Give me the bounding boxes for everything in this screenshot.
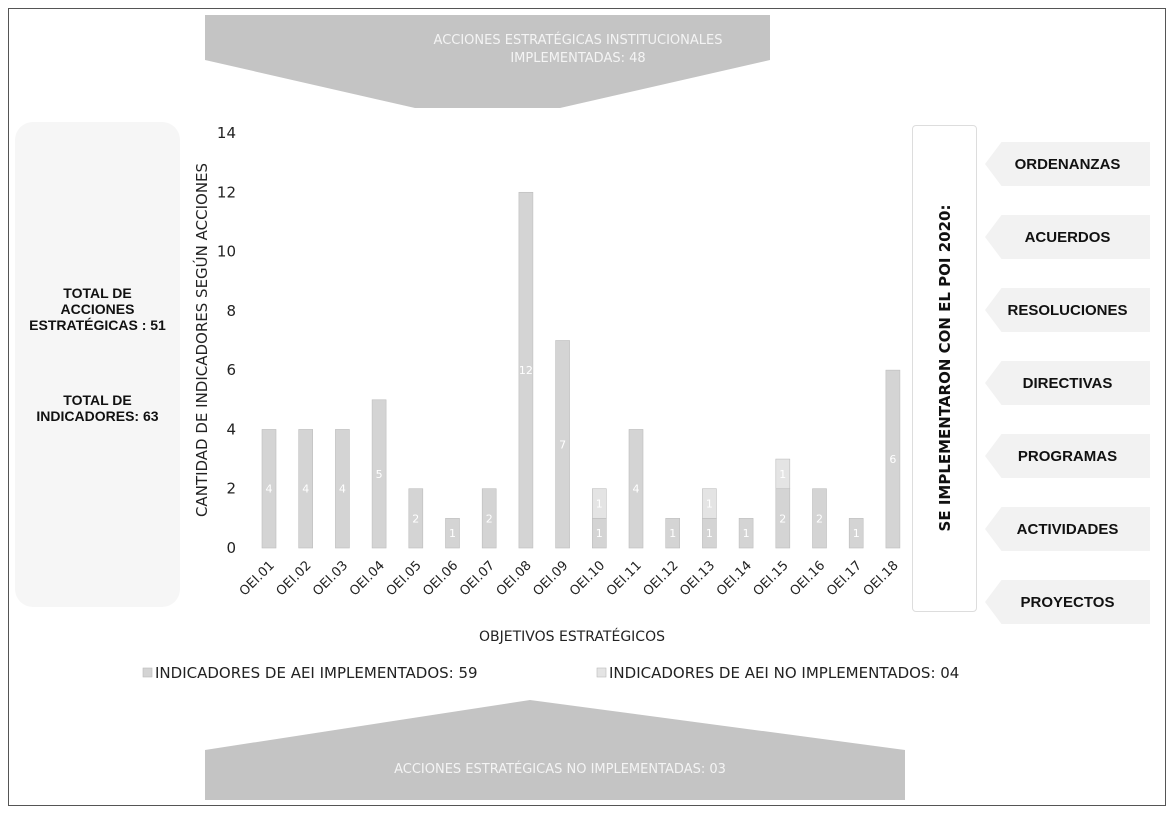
data-label: 2: [486, 512, 493, 525]
right-title-box: [912, 125, 977, 612]
data-label: 1: [449, 527, 456, 540]
x-tick-label: OEI.10: [567, 558, 608, 599]
x-tick-label: OEI.17: [824, 558, 865, 599]
x-tick-label: OEI.04: [347, 558, 388, 599]
y-tick-label: 2: [226, 480, 236, 498]
bar: [848, 518, 864, 549]
data-label: 4: [266, 483, 273, 496]
right-item: DIRECTIVAS: [985, 361, 1150, 405]
legend-label: INDICADORES DE AEI IMPLEMENTADOS: 59: [155, 664, 478, 682]
y-tick-label: 8: [226, 302, 236, 320]
bar: [591, 488, 607, 519]
x-tick-label: OEI.03: [310, 558, 351, 599]
data-label: 1: [853, 527, 860, 540]
x-tick-label: OEI.09: [530, 558, 571, 599]
data-label: 1: [743, 527, 750, 540]
x-tick-label: OEI.14: [714, 558, 755, 599]
bar: [628, 429, 644, 549]
legend-swatch: [142, 667, 153, 678]
right-item: ACTIVIDADES: [985, 507, 1150, 551]
y-tick-label: 6: [226, 361, 236, 379]
y-tick-label: 12: [217, 183, 236, 201]
x-tick-label: OEI.01: [237, 558, 278, 599]
top-banner-text: ACCIONES ESTRATÉGICAS INSTITUCIONALES IMP…: [434, 32, 723, 66]
bar: [665, 518, 681, 549]
legend-label: INDICADORES DE AEI NO IMPLEMENTADOS: 04: [609, 664, 959, 682]
data-label: 1: [779, 468, 786, 481]
banner-line: ACCIONES ESTRATÉGICAS INSTITUCIONALES: [434, 32, 723, 48]
bar: [408, 488, 424, 549]
frame: [8, 8, 1166, 806]
data-label: 1: [596, 527, 603, 540]
bar: [445, 518, 460, 549]
x-tick-label: OEI.18: [861, 558, 902, 599]
right-item: RESOLUCIONES: [985, 288, 1150, 332]
bar: [518, 191, 534, 549]
right-title: SE IMPLEMENTARON CON EL POI 2020:: [936, 205, 954, 532]
y-axis-title: CANTIDAD DE INDICADORES SEGÚN ACCIONES: [192, 163, 211, 517]
data-label: 1: [706, 527, 713, 540]
x-tick-label: OEI.11: [604, 558, 645, 599]
bar: [261, 429, 277, 549]
bottom-banner-text: ACCIONES ESTRATÉGICAS NO IMPLEMENTADAS: …: [394, 761, 726, 777]
total-actions: TOTAL DE ACCIONES ESTRATÉGICAS : 51: [29, 285, 166, 333]
data-label: 12: [519, 364, 533, 377]
bar: [812, 488, 827, 549]
bar: [371, 399, 387, 549]
data-label: 5: [376, 468, 383, 481]
left-panel: [15, 122, 180, 607]
data-label: 4: [339, 483, 346, 496]
x-tick-label: OEI.05: [384, 558, 425, 599]
right-item: PROYECTOS: [985, 580, 1150, 624]
legend-swatch: [596, 667, 607, 678]
data-label: 4: [633, 483, 640, 496]
data-label: 6: [889, 453, 896, 466]
bar: [775, 458, 791, 490]
bar: [298, 429, 314, 549]
right-item: ACUERDOS: [985, 215, 1150, 259]
right-item: PROGRAMAS: [985, 434, 1150, 478]
bar: [885, 369, 901, 549]
y-tick-label: 14: [217, 124, 236, 142]
x-tick-label: OEI.13: [677, 558, 718, 599]
bar: [555, 340, 570, 549]
bar: [335, 429, 350, 549]
data-label: 1: [596, 498, 603, 511]
x-tick-label: OEI.06: [420, 558, 461, 599]
data-label: 2: [412, 512, 419, 525]
x-tick-label: OEI.08: [494, 558, 535, 599]
right-item: ORDENANZAS: [985, 142, 1150, 186]
y-tick-label: 10: [217, 243, 236, 261]
data-label: 7: [559, 438, 566, 451]
total-indicators: TOTAL DE INDICADORES: 63: [36, 392, 159, 424]
bottom-banner: [205, 700, 905, 800]
x-tick-label: OEI.16: [787, 558, 828, 599]
data-label: 1: [706, 498, 713, 511]
data-label: 2: [779, 512, 786, 525]
bar: [738, 518, 754, 549]
top-banner: [205, 15, 770, 108]
data-label: 1: [669, 527, 676, 540]
bar: [702, 488, 717, 519]
x-tick-label: OEI.15: [751, 558, 792, 599]
bar: [481, 488, 497, 549]
data-label: 2: [816, 512, 823, 525]
banner-line: IMPLEMENTADAS: 48: [510, 51, 645, 66]
x-tick-label: OEI.02: [274, 558, 315, 599]
data-label: 4: [302, 483, 309, 496]
x-tick-label: OEI.12: [641, 558, 682, 599]
x-tick-label: OEI.07: [457, 558, 498, 599]
y-tick-label: 4: [226, 420, 236, 438]
y-tick-label: 0: [226, 539, 236, 557]
x-axis-title: OBJETIVOS ESTRATÉGICOS: [479, 628, 665, 645]
